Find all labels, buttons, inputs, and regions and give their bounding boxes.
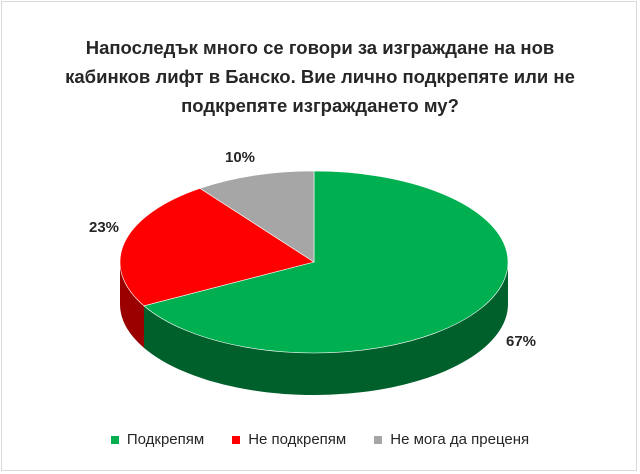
- pie-slices: [119, 170, 509, 354]
- chart-title-line-2: кабинков лифт в Банско. Вие лично подкре…: [65, 66, 575, 87]
- legend-swatch-support: [110, 435, 119, 444]
- legend-label-cannot-judge: Не мога да преценя: [390, 431, 530, 448]
- slice-side-not-support: [120, 262, 144, 348]
- slice-cannot-judge: [199, 170, 315, 263]
- legend-label-support: Подкрепям: [126, 431, 205, 448]
- data-label-not-support: 23%: [89, 219, 119, 236]
- legend-item-support: Подкрепям: [110, 431, 205, 448]
- legend: Подкрепям Не подкрепям Не мога да прецен…: [0, 431, 640, 448]
- data-label-cannot-judge: 10%: [225, 149, 255, 166]
- chart-title: Напоследък много се говори за изграждане…: [0, 33, 640, 120]
- legend-item-not-support: Не подкрепям: [232, 431, 346, 448]
- pie-sides: [120, 262, 508, 396]
- legend-swatch-not-support: [232, 435, 241, 444]
- chart-title-line-1: Напоследък много се говори за изграждане…: [85, 37, 555, 58]
- data-label-support: 67%: [506, 333, 536, 350]
- slice-not-support: [119, 188, 315, 307]
- slice-side-support: [143, 262, 508, 396]
- legend-item-cannot-judge: Не мога да преценя: [374, 431, 529, 448]
- legend-label-not-support: Не подкрепям: [248, 431, 347, 448]
- chart-title-line-3: подкрепяте изграждането му?: [181, 95, 459, 116]
- slice-support: [143, 170, 509, 354]
- legend-swatch-cannot-judge: [374, 435, 383, 444]
